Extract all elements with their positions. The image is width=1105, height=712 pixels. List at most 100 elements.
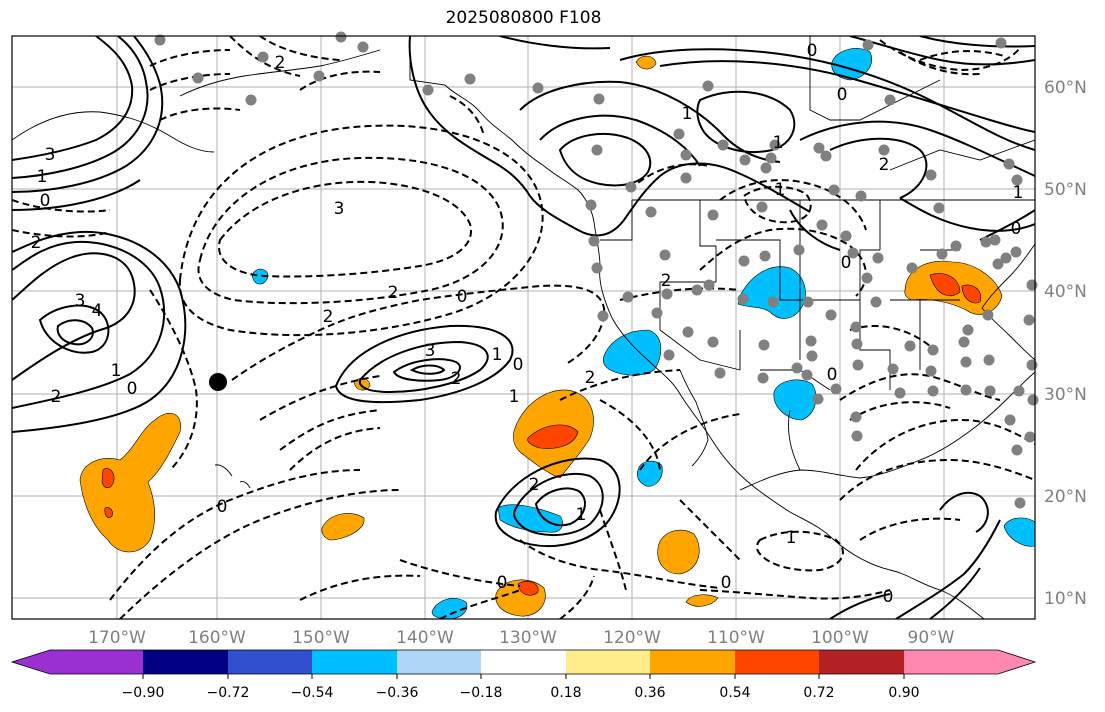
station-dot xyxy=(791,362,803,374)
contour-value-label: 0 xyxy=(837,85,848,105)
station-dot xyxy=(983,354,995,366)
station-dot xyxy=(861,272,873,284)
station-dot xyxy=(925,169,937,181)
colorbar-segment xyxy=(735,650,819,674)
lon-label: 160°W xyxy=(188,628,246,648)
station-dot xyxy=(878,144,890,156)
station-dot xyxy=(950,240,962,252)
station-dot xyxy=(1026,359,1038,371)
colorbar-segment xyxy=(143,650,228,674)
station-dot xyxy=(707,209,719,221)
contour-value-label: 2 xyxy=(323,307,334,327)
station-dot xyxy=(154,34,166,46)
blue-anomaly-tropical xyxy=(497,504,563,533)
red-anomaly-east xyxy=(929,273,961,296)
orange-anomaly-mexico xyxy=(657,529,700,575)
longitude-axis-labels: 170°W 160°W 150°W 140°W 130°W 120°W 110°… xyxy=(88,628,955,648)
colorbar-tick-label: −0.72 xyxy=(207,685,250,701)
station-dot xyxy=(870,296,882,308)
station-dot xyxy=(933,202,945,214)
colorbar-tick-label: −0.36 xyxy=(376,685,419,701)
station-dot xyxy=(1011,444,1023,456)
contour-value-label: 2 xyxy=(388,283,399,303)
station-dot xyxy=(769,139,781,151)
location-marker xyxy=(209,373,227,391)
lat-label: 50°N xyxy=(1044,180,1087,200)
station-dot xyxy=(682,326,694,338)
colorbar-segment xyxy=(650,650,735,674)
station-dot xyxy=(995,37,1007,49)
contour-value-label: 1 xyxy=(682,104,693,124)
contour-value-label: 2 xyxy=(451,369,462,389)
station-dot xyxy=(313,70,325,82)
anomaly-fills xyxy=(79,48,1035,619)
contour-value-label: 1 xyxy=(773,133,784,153)
station-dot xyxy=(588,235,600,247)
station-dot xyxy=(801,369,813,381)
contour-value-label: 4 xyxy=(92,301,103,321)
station-dot xyxy=(532,82,544,94)
station-dot xyxy=(757,372,769,384)
station-dot xyxy=(591,262,603,274)
contour-value-label: 2 xyxy=(585,368,596,388)
station-dot xyxy=(680,172,692,184)
station-dot xyxy=(816,219,828,231)
station-dot xyxy=(707,336,719,348)
station-dot xyxy=(756,201,768,213)
contour-value-label: 0 xyxy=(721,573,732,593)
blue-anomaly-west xyxy=(602,329,662,376)
coastlines xyxy=(12,36,1035,619)
station-dot xyxy=(622,291,634,303)
station-dot xyxy=(714,367,726,379)
station-dot xyxy=(651,307,663,319)
orange-anomaly-small-1 xyxy=(321,513,365,541)
station-dot xyxy=(597,310,609,322)
colorbar xyxy=(10,649,1037,679)
station-dot xyxy=(585,199,597,211)
station-dot xyxy=(812,393,824,405)
contour-value-label: 0 xyxy=(513,355,524,375)
contour-value-label: 3 xyxy=(45,145,56,165)
lon-label: 100°W xyxy=(811,628,869,648)
station-dot xyxy=(793,244,805,256)
blue-anomaly-bottom xyxy=(431,598,468,619)
colorbar-segment xyxy=(228,650,312,674)
contour-value-label: 1 xyxy=(775,180,786,200)
station-dot xyxy=(760,162,772,174)
station-dot xyxy=(765,152,777,164)
station-dot xyxy=(960,384,972,396)
station-dot xyxy=(1010,246,1022,258)
contour-value-label: 1 xyxy=(786,528,797,548)
gridlines xyxy=(12,36,1035,619)
lon-label: 130°W xyxy=(499,628,557,648)
station-dot xyxy=(335,31,347,43)
contour-value-label: 1 xyxy=(492,345,503,365)
colorbar-tick-label: 0.36 xyxy=(634,685,665,701)
contour-value-label: 0 xyxy=(827,365,838,385)
contour-value-label: 1 xyxy=(37,167,48,187)
station-dot xyxy=(851,430,863,442)
contour-value-label: 2 xyxy=(661,271,672,291)
contour-value-label: 2 xyxy=(529,475,540,495)
colorbar-tick-labels: −0.90 −0.72 −0.54 −0.36 −0.18 0.18 0.36 … xyxy=(122,685,920,701)
station-markers xyxy=(154,31,1039,509)
colorbar-segment xyxy=(819,650,904,674)
contour-value-label: 0 xyxy=(217,497,228,517)
station-dot xyxy=(759,250,771,262)
station-dot xyxy=(738,255,750,267)
station-dot xyxy=(958,336,970,348)
station-dot xyxy=(980,236,992,248)
station-dot xyxy=(850,411,862,423)
contour-value-label: 2 xyxy=(51,387,62,407)
station-dot xyxy=(739,154,751,166)
station-dot xyxy=(1023,314,1035,326)
contour-value-label: 0 xyxy=(807,41,818,61)
station-dot xyxy=(1026,279,1038,291)
lon-label: 150°W xyxy=(292,628,350,648)
station-dot xyxy=(717,139,729,151)
station-dot xyxy=(1024,431,1036,443)
station-dot xyxy=(872,252,884,264)
contour-value-label: 1 xyxy=(111,361,122,381)
colorbar-outline xyxy=(10,649,1037,675)
